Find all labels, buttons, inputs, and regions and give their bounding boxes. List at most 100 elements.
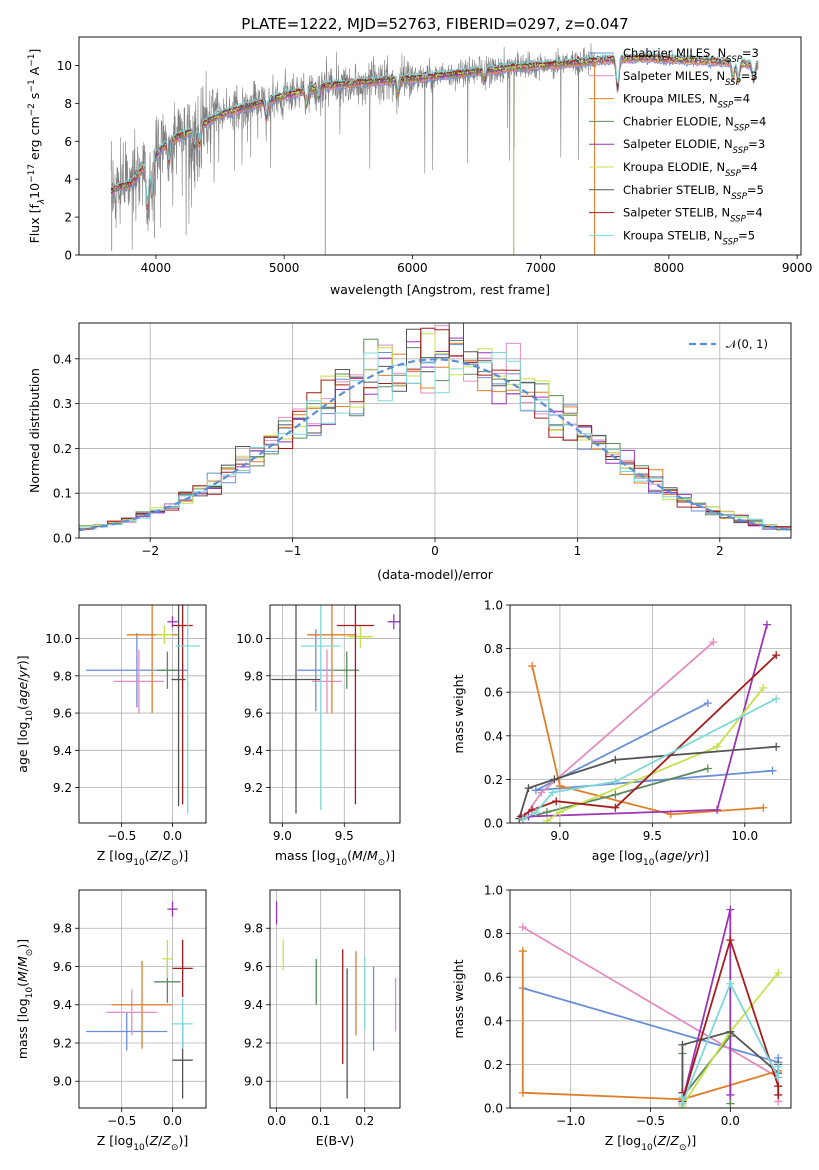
axes-frame: [269, 889, 401, 1109]
series-marker: [528, 662, 537, 671]
label-part: M: [352, 848, 363, 863]
series-salpeter-elodie: [524, 620, 771, 821]
legend-entry-kroupa-miles: Kroupa MILES, NSSP=4: [623, 92, 750, 111]
series-marker: [772, 651, 781, 660]
legend-text: Kroupa ELODIE, N: [623, 160, 725, 174]
y-tick-label: 9.2: [53, 1036, 72, 1050]
axes-frame: [509, 604, 792, 824]
label-part: ]: [15, 655, 30, 660]
x-tick-label: 0.0: [163, 1114, 182, 1128]
legend-sub: SSP: [725, 78, 741, 88]
y-tick-label: 9.4: [244, 998, 263, 1012]
spectrum-model-kroupa-stelib: [111, 51, 759, 206]
x-axis-label: wavelength [Angstrom, rest frame]: [330, 282, 550, 297]
y-tick-label: 0.3: [53, 397, 72, 411]
histogram-salpeter-stelib: [79, 327, 791, 530]
y-tick-label: 9.6: [244, 707, 263, 721]
plot-area-mass-vs-EBV: [275, 901, 397, 1099]
series-marker: [542, 808, 551, 817]
label-part: yr: [15, 664, 30, 678]
series-marker: [774, 968, 783, 977]
series-marker: [772, 742, 781, 751]
legend-entry-chabrier-elodie: Chabrier ELODIE, NSSP=4: [623, 114, 766, 133]
label-part: ]: [183, 1133, 188, 1148]
label-part: erg cm: [27, 116, 42, 164]
label-part: log: [317, 848, 336, 863]
y-tick-label: 6: [64, 135, 72, 149]
label-part: (: [653, 1133, 658, 1148]
x-tick-label: −0.5: [107, 1114, 136, 1128]
plot-area-weight-vs-Z: [518, 905, 783, 1108]
x-tick-label: 0.0: [721, 1114, 740, 1128]
x-tick-label: 9.0: [550, 829, 569, 843]
panel-residuals: −2 −1 0 1 2 0.0 0.1 0.2 0.3 0.4 𝒩(0, 1) (data-model…: [27, 322, 792, 582]
label-part: /: [363, 848, 368, 863]
series-marker: [518, 947, 527, 956]
x-axis-label: (data-model)/error: [377, 567, 494, 582]
y-tick-label: 2: [64, 211, 72, 225]
label-part: (: [654, 848, 659, 863]
label-part: ⊙: [171, 1143, 179, 1153]
point-salpeter-miles: [106, 989, 158, 1036]
label-part: ]: [691, 1133, 696, 1148]
label-part: mass [: [15, 1017, 30, 1059]
panel-age-vs-Z: −0.5 0.09.29.49.69.810.0Z [log10(Z/Z⊙)]ag…: [15, 604, 207, 868]
y-tick-label: 9.8: [53, 922, 72, 936]
label-part: age [: [592, 848, 624, 863]
series-kroupa-stelib: [678, 979, 783, 1108]
label-part: 10: [25, 987, 35, 999]
series-marker: [611, 803, 620, 812]
point-chabrier-stelib: [171, 605, 186, 807]
legend-text: =4: [733, 92, 750, 106]
label-part: /: [158, 1133, 163, 1148]
label-part: /: [683, 848, 688, 863]
legend-sub: SSP: [734, 123, 750, 133]
label-part: Z: [657, 1133, 667, 1148]
legend-text: Kroupa STELIB, N: [623, 228, 723, 242]
x-tick-label: 9.5: [335, 829, 354, 843]
label-part: log: [15, 721, 30, 740]
series-marker: [703, 764, 712, 773]
x-tick-label: 10.0: [731, 829, 758, 843]
point-kroupa-elodie: [348, 625, 373, 648]
point-salpeter-miles: [312, 649, 342, 714]
x-tick-label: 9.0: [273, 829, 292, 843]
label-part: (: [145, 848, 150, 863]
legend-entry-normal: 𝒩(0, 1): [726, 337, 768, 351]
y-axis-label: mass weight: [451, 959, 466, 1038]
series-marker: [726, 1027, 735, 1036]
y-tick-label: 9.6: [53, 960, 72, 974]
legend-text: =5: [738, 228, 755, 242]
series-marker: [611, 790, 620, 799]
series-marker: [611, 755, 620, 764]
label-part: log: [114, 1133, 133, 1148]
legend-sub: SSP: [725, 169, 741, 179]
series-kroupa-stelib: [518, 694, 781, 823]
label-part: Z: [149, 848, 159, 863]
y-tick-label: 9.8: [244, 669, 263, 683]
panel-mass-vs-Z: −0.5 0.09.09.29.49.69.8Z [log10(Z/Z⊙)]mas…: [15, 889, 207, 1153]
grid-mass-vs-Z: [79, 890, 206, 1108]
x-tick-label: 9.5: [643, 829, 662, 843]
label-part: ]: [183, 848, 188, 863]
series-line: [522, 697, 777, 820]
grid-age-vs-mass: [270, 605, 400, 823]
x-tick-label: 0.0: [267, 1114, 286, 1128]
figure-title: PLATE=1222, MJD=52763, FIBERID=0297, z=0…: [241, 15, 628, 33]
label-part: M: [15, 971, 30, 982]
label-part: log: [624, 848, 643, 863]
series-marker: [726, 1099, 735, 1108]
label-part: 10: [133, 1143, 145, 1153]
legend-text: Salpeter ELODIE, N: [623, 137, 733, 151]
legend-entry-kroupa-stelib: Kroupa STELIB, NSSP=5: [623, 228, 755, 247]
y-tick-label: 0.8: [484, 927, 503, 941]
plot-area-age-vs-mass: [271, 605, 400, 814]
label-part: ⊙: [679, 1143, 687, 1153]
series-marker: [762, 620, 771, 629]
series-marker: [531, 786, 540, 795]
legend-text: =4: [741, 160, 758, 174]
series-marker: [518, 814, 527, 823]
label-part: (: [15, 705, 30, 710]
label-part: Z [: [97, 848, 114, 863]
